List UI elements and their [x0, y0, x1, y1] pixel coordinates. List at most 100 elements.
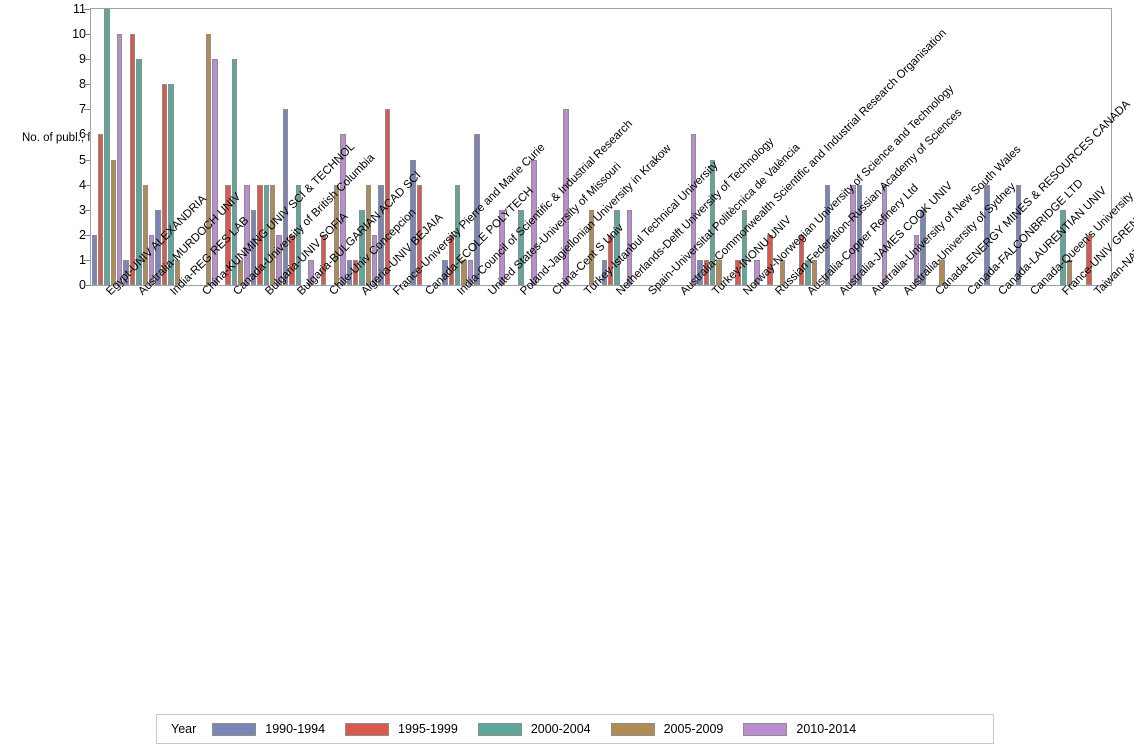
bar-group — [601, 9, 633, 285]
y-tick-label: 11 — [73, 2, 86, 16]
bar — [365, 184, 371, 285]
y-tick-label: 10 — [72, 27, 86, 42]
y-tick-mark — [84, 9, 90, 10]
y-tick-label: 1 — [79, 252, 86, 267]
legend-label: 2005-2009 — [663, 722, 724, 736]
bar — [735, 259, 741, 285]
legend-entry[interactable]: 2010-2014 — [743, 722, 856, 736]
y-tick-label: 6 — [79, 127, 86, 142]
bar — [416, 184, 423, 285]
bar — [117, 34, 123, 285]
y-tick-label: 7 — [79, 102, 86, 117]
bar — [601, 259, 607, 285]
bar — [136, 59, 142, 285]
bar-group — [346, 9, 378, 285]
bar-group — [250, 9, 282, 285]
legend-title: Year — [171, 722, 197, 736]
bar-group — [378, 9, 410, 285]
bar-group — [729, 9, 761, 285]
legend-label: 2010-2014 — [796, 722, 857, 736]
bar-group — [792, 9, 824, 285]
bar — [607, 234, 614, 285]
bar-group — [569, 9, 601, 285]
bar — [97, 134, 104, 285]
bar-group — [665, 9, 697, 285]
bar — [454, 184, 461, 285]
y-tick-mark — [84, 134, 90, 136]
bar — [372, 234, 378, 285]
bar-group — [920, 9, 952, 285]
bar — [467, 259, 473, 285]
bar — [614, 209, 620, 285]
bar — [741, 209, 748, 285]
y-tick-mark — [84, 34, 90, 36]
bar — [205, 34, 212, 285]
bar — [129, 34, 136, 285]
bar — [779, 259, 786, 285]
bar — [474, 134, 480, 285]
bar-group — [410, 9, 442, 285]
bar — [384, 109, 391, 285]
y-tick-mark — [84, 259, 90, 261]
bar — [499, 209, 505, 285]
bar-group — [888, 9, 920, 285]
legend-color-swatch — [477, 722, 522, 736]
bar — [308, 259, 314, 285]
bar-group — [856, 9, 888, 285]
bar — [518, 209, 524, 285]
y-tick-label: 5 — [79, 152, 86, 167]
bar — [461, 259, 467, 285]
bar — [250, 209, 257, 285]
bar — [174, 259, 180, 285]
bar — [295, 184, 302, 285]
bar-group — [219, 9, 251, 285]
bar — [231, 59, 238, 285]
legend-color-swatch — [345, 722, 390, 736]
bar — [378, 184, 384, 285]
bar-group — [187, 9, 219, 285]
bar — [1085, 234, 1092, 285]
bar — [333, 184, 340, 285]
bar — [442, 259, 448, 285]
bar — [1060, 209, 1066, 285]
bar — [148, 234, 155, 285]
legend-entry[interactable]: 2000-2004 — [477, 722, 591, 736]
y-tick-mark — [84, 84, 90, 86]
bar-group — [760, 9, 792, 285]
bars-layer — [91, 9, 1111, 285]
bar — [340, 134, 346, 285]
bar — [690, 134, 697, 285]
x-axis-tick-labels: Egypt-UNIV ALEXANDRIA Australia-MURDOCH U… — [0, 19, 1134, 686]
bar — [811, 259, 818, 285]
bar — [881, 184, 888, 285]
bar — [270, 184, 276, 285]
y-tick-mark — [84, 209, 90, 211]
bar-group — [697, 9, 729, 285]
bar-group — [155, 9, 187, 285]
legend-color-swatch — [610, 722, 655, 736]
bar — [289, 234, 295, 285]
legend-entry[interactable]: 1995-1999 — [345, 722, 458, 736]
legend-label: 2000-2004 — [530, 722, 591, 736]
legend-entry[interactable]: 1990-1994 — [212, 722, 325, 736]
bar — [588, 209, 595, 285]
legend-label: 1990-1994 — [265, 722, 326, 736]
bar-group — [442, 9, 474, 285]
legend-color-swatch — [743, 722, 788, 736]
bar — [849, 184, 856, 285]
bar — [91, 234, 97, 285]
bar-group — [505, 9, 537, 285]
bar — [161, 84, 168, 285]
bar — [710, 159, 716, 285]
bar — [563, 109, 569, 285]
bar — [805, 259, 811, 285]
bar — [697, 259, 703, 285]
bar — [798, 234, 805, 285]
bar-group — [123, 9, 155, 285]
bar — [320, 234, 327, 285]
bar — [626, 209, 633, 285]
legend-entry[interactable]: 2005-2009 — [610, 722, 724, 736]
bar — [359, 209, 365, 285]
bar-group — [282, 9, 314, 285]
bar-group — [474, 9, 506, 285]
